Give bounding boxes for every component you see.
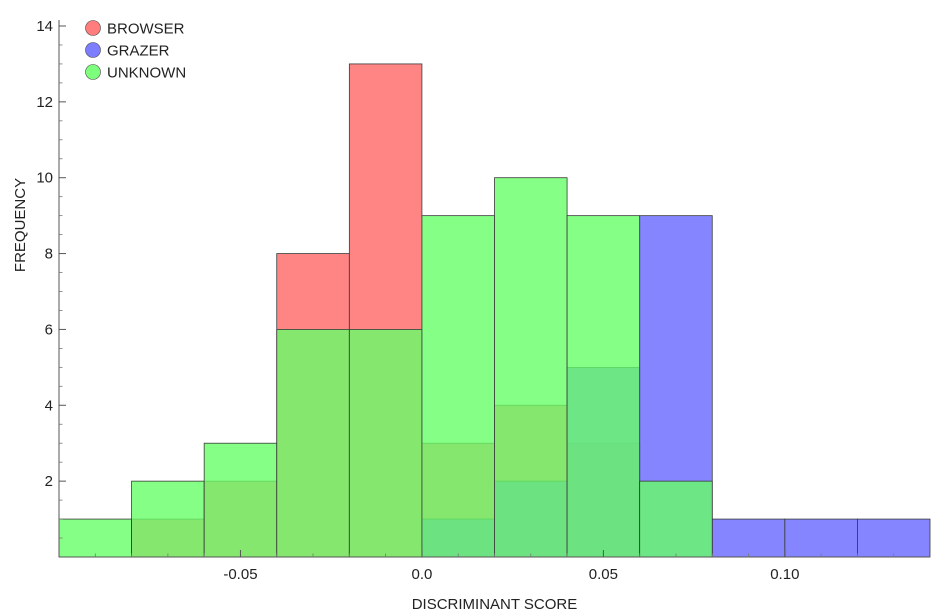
unknown-bar [421,215,495,558]
unknown-bar [348,329,423,558]
x-axis-label: DISCRIMINANT SCORE [412,596,578,613]
grazer-bar [784,518,858,558]
unknown-bar [494,177,568,558]
x-tick-label: 0.10 [770,566,799,583]
y-tick-label: 12 [36,94,53,111]
browser-legend-swatch [85,20,101,36]
bars-layer [58,63,931,558]
y-tick-label: 10 [36,170,53,187]
y-tick-label: 2 [45,473,53,490]
grazer-bar [711,518,786,558]
unknown-legend-swatch [85,64,101,80]
unknown-bar [276,329,350,558]
y-tick-label: 14 [36,18,53,35]
unknown-bar [566,215,641,558]
unknown-bar [639,480,713,558]
x-tick-label: -0.05 [223,566,257,583]
y-axis-label: FREQUENCY [12,178,29,272]
x-tick-label: 0.05 [589,566,618,583]
y-tick-label: 4 [45,397,53,414]
unknown-bar [58,518,132,558]
unknown-legend-label: UNKNOWN [107,65,186,82]
unknown-bar [203,442,278,558]
unknown-bar [131,480,205,558]
legend: BROWSER GRAZER UNKNOWN [85,20,186,82]
ticks-layer: 2 4 6 8 10 12 14 -0.05 0.0 0.05 0.10 [36,18,895,583]
grazer-bar [857,518,931,558]
y-tick-label: 8 [45,246,53,263]
browser-legend-label: BROWSER [107,21,185,38]
grazer-legend-swatch [85,42,101,58]
y-tick-label: 6 [45,321,53,338]
x-tick-label: 0.0 [411,566,432,583]
grazer-legend-label: GRAZER [107,43,170,60]
